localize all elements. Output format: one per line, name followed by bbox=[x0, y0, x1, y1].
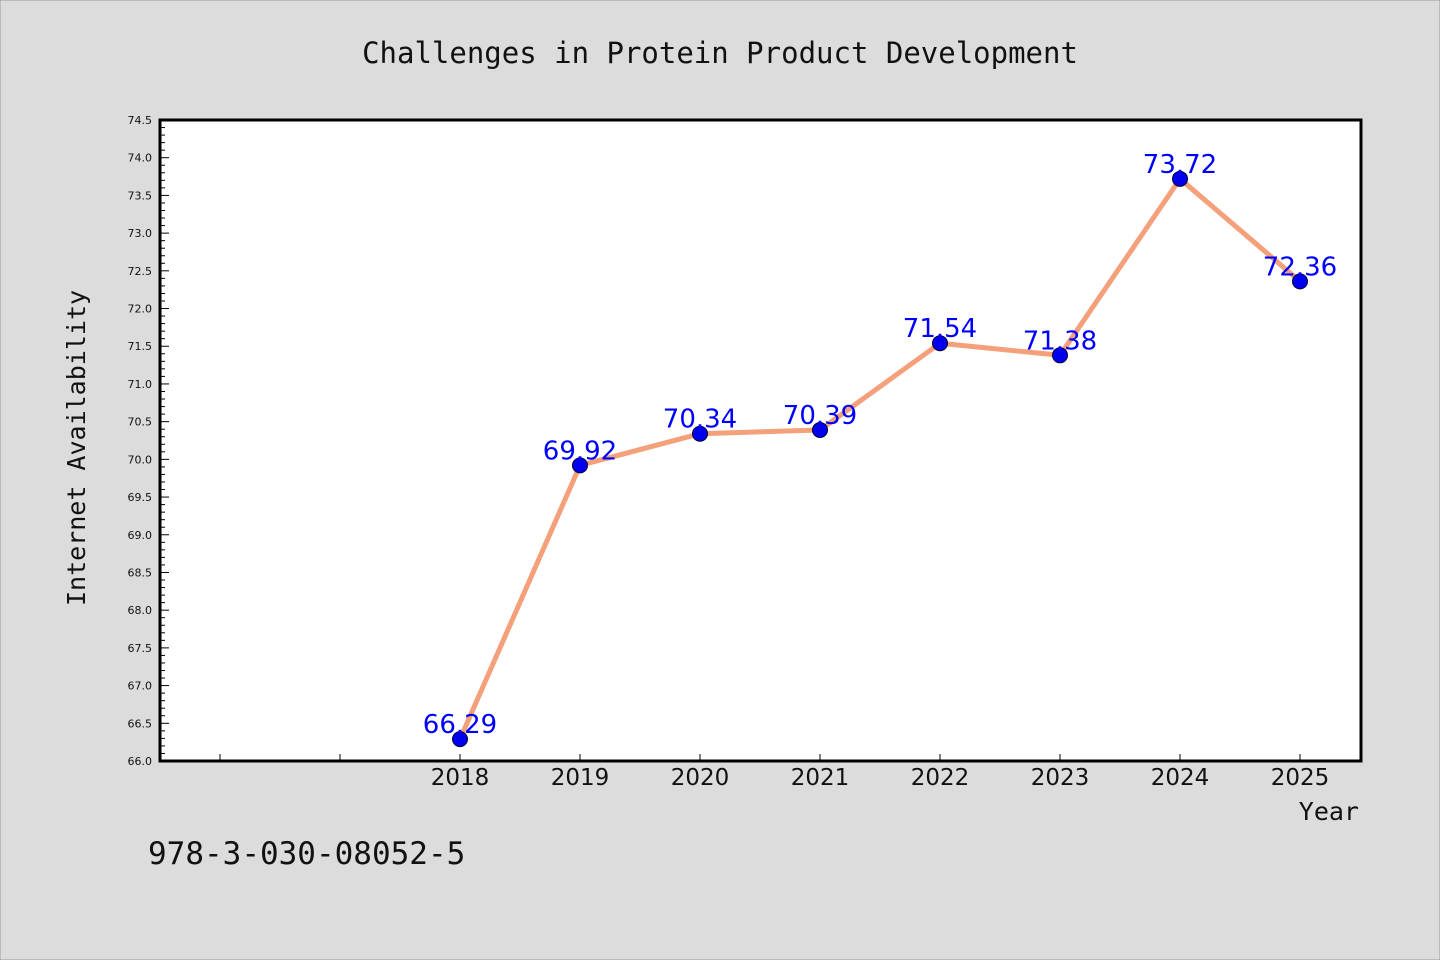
series-line bbox=[457, 176, 1303, 742]
x-axis-tick-labels: 2018 2019 2020 2021 2022 2023 2024 2025 bbox=[431, 765, 1330, 791]
data-point-marker bbox=[1292, 273, 1308, 290]
x-tick-label: 2025 bbox=[1271, 765, 1330, 791]
y-tick-label: 71.5 bbox=[128, 340, 153, 353]
y-tick-label: 66.0 bbox=[128, 755, 153, 768]
x-tick-label: 2019 bbox=[551, 765, 610, 791]
y-tick-label: 69.0 bbox=[128, 529, 153, 542]
x-tick-label: 2018 bbox=[431, 765, 490, 791]
plot-area bbox=[160, 120, 1361, 761]
y-tick-label: 71.0 bbox=[128, 378, 153, 391]
x-tick-label: 2022 bbox=[911, 765, 970, 791]
y-tick-label: 67.0 bbox=[128, 680, 153, 693]
y-tick-label: 70.5 bbox=[128, 416, 153, 429]
y-tick-label: 74.0 bbox=[128, 152, 153, 165]
x-tick-label: 2021 bbox=[791, 765, 850, 791]
y-axis-tick-labels: 66.0 66.5 67.0 67.5 68.0 68.5 69.0 69.5 70.0 70.5… bbox=[128, 114, 153, 768]
x-tick-label: 2020 bbox=[671, 765, 730, 791]
y-tick-label: 72.5 bbox=[128, 265, 153, 278]
footer-isbn: 978-3-030-08052-5 bbox=[148, 836, 465, 872]
data-point-label: 70.34 bbox=[663, 405, 737, 435]
data-point-marker bbox=[1172, 170, 1188, 187]
plot-frame bbox=[158, 118, 1363, 763]
y-tick-label: 68.5 bbox=[128, 566, 153, 579]
data-point-marker bbox=[1052, 347, 1068, 364]
data-point-label: 72.36 bbox=[1263, 252, 1337, 282]
data-point-marker bbox=[812, 421, 828, 438]
series-layer bbox=[452, 170, 1308, 748]
data-labels: 66.29 69.92 70.34 70.39 71.54 71.38 73.72 72.36 bbox=[423, 150, 1337, 740]
y-tick-label: 66.5 bbox=[128, 717, 153, 730]
data-point-marker bbox=[452, 731, 468, 748]
y-tick-label: 73.0 bbox=[128, 227, 153, 240]
x-axis-label: Year bbox=[1299, 797, 1359, 826]
data-point-label: 73.72 bbox=[1143, 150, 1217, 180]
y-axis-label: Internet Availability bbox=[62, 290, 91, 606]
data-point-marker bbox=[572, 457, 588, 474]
chart-title: Challenges in Protein Product Developmen… bbox=[362, 36, 1078, 70]
y-tick-label: 74.5 bbox=[128, 114, 153, 127]
data-point-label: 69.92 bbox=[543, 436, 617, 466]
y-tick-label: 73.5 bbox=[128, 189, 153, 202]
y-tick-label: 68.0 bbox=[128, 604, 153, 617]
data-point-label: 70.39 bbox=[783, 401, 857, 431]
data-point-label: 71.38 bbox=[1023, 326, 1097, 356]
data-point-label: 71.54 bbox=[903, 314, 977, 344]
y-tick-label: 67.5 bbox=[128, 642, 153, 655]
y-tick-label: 72.0 bbox=[128, 303, 153, 316]
x-tick-label: 2023 bbox=[1031, 765, 1090, 791]
y-tick-label: 70.0 bbox=[128, 453, 153, 466]
data-point-marker bbox=[692, 425, 708, 442]
x-tick-label: 2024 bbox=[1151, 765, 1210, 791]
y-tick-label: 69.5 bbox=[128, 491, 153, 504]
data-point-marker bbox=[932, 335, 948, 352]
data-point-label: 66.29 bbox=[423, 710, 497, 740]
